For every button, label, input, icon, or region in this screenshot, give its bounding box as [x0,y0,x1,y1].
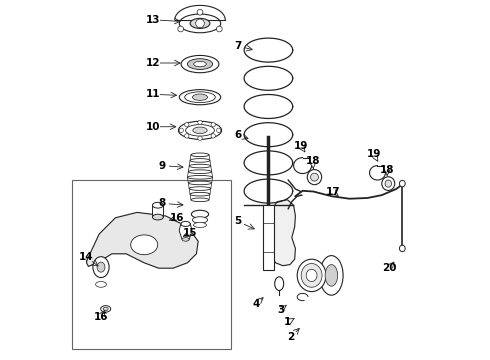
Text: 8: 8 [159,198,166,208]
Polygon shape [87,212,198,268]
Ellipse shape [399,180,405,187]
Text: 2: 2 [288,332,294,342]
Text: 1: 1 [284,317,291,327]
Text: 15: 15 [183,228,197,238]
Ellipse shape [193,127,207,134]
Ellipse shape [385,180,392,187]
Ellipse shape [182,238,189,241]
Circle shape [185,122,189,127]
Circle shape [179,128,183,132]
Ellipse shape [187,175,213,179]
Ellipse shape [100,306,111,312]
Ellipse shape [194,62,206,67]
Text: 9: 9 [159,161,166,171]
Text: 19: 19 [367,149,381,159]
Ellipse shape [189,164,211,168]
Text: 11: 11 [146,89,160,99]
Text: 3: 3 [277,305,285,315]
Circle shape [211,134,216,138]
Text: 20: 20 [382,263,396,273]
Ellipse shape [103,307,108,310]
Text: 10: 10 [146,122,160,132]
Ellipse shape [319,256,343,295]
Ellipse shape [191,153,209,157]
Ellipse shape [301,264,322,287]
Circle shape [178,26,184,32]
Circle shape [196,19,204,28]
Ellipse shape [382,177,395,190]
Ellipse shape [192,210,209,218]
Text: 18: 18 [380,165,394,175]
Bar [152,205,163,217]
Ellipse shape [191,198,209,202]
Text: 5: 5 [234,216,242,226]
Circle shape [217,26,222,32]
Polygon shape [270,200,295,266]
Ellipse shape [325,265,338,286]
Ellipse shape [181,55,219,73]
Ellipse shape [188,170,212,174]
Ellipse shape [297,259,326,292]
Text: 17: 17 [326,186,341,197]
Ellipse shape [179,14,220,33]
Ellipse shape [186,125,215,136]
Text: 13: 13 [146,15,160,25]
Circle shape [198,120,202,125]
Bar [263,205,274,270]
Ellipse shape [189,187,211,190]
Ellipse shape [193,94,208,100]
Ellipse shape [399,245,405,252]
Text: 6: 6 [234,130,242,140]
Ellipse shape [152,202,163,208]
Ellipse shape [93,257,109,278]
Ellipse shape [190,18,210,28]
Ellipse shape [97,262,105,272]
Ellipse shape [307,170,321,185]
Ellipse shape [178,121,221,139]
Ellipse shape [193,217,208,223]
Text: 4: 4 [252,299,260,309]
Bar [72,180,231,349]
Ellipse shape [190,192,210,196]
Ellipse shape [311,173,319,181]
Circle shape [198,136,202,140]
Ellipse shape [194,222,206,228]
Ellipse shape [190,159,210,162]
Text: 18: 18 [305,156,320,166]
Circle shape [185,134,189,138]
Text: 12: 12 [146,58,160,68]
Circle shape [197,9,203,15]
Text: 16: 16 [170,213,184,223]
Circle shape [217,128,221,132]
Polygon shape [179,224,192,239]
Text: 16: 16 [94,312,108,322]
Circle shape [211,122,216,127]
Ellipse shape [181,221,190,226]
Ellipse shape [179,90,220,105]
Text: 14: 14 [79,252,94,262]
Ellipse shape [96,282,106,287]
Ellipse shape [188,181,212,185]
Ellipse shape [152,214,163,220]
Ellipse shape [185,92,215,103]
Text: 19: 19 [294,141,308,151]
Ellipse shape [131,235,158,255]
Ellipse shape [275,277,284,291]
Ellipse shape [187,59,213,69]
Ellipse shape [306,269,317,282]
Text: 7: 7 [234,41,242,51]
